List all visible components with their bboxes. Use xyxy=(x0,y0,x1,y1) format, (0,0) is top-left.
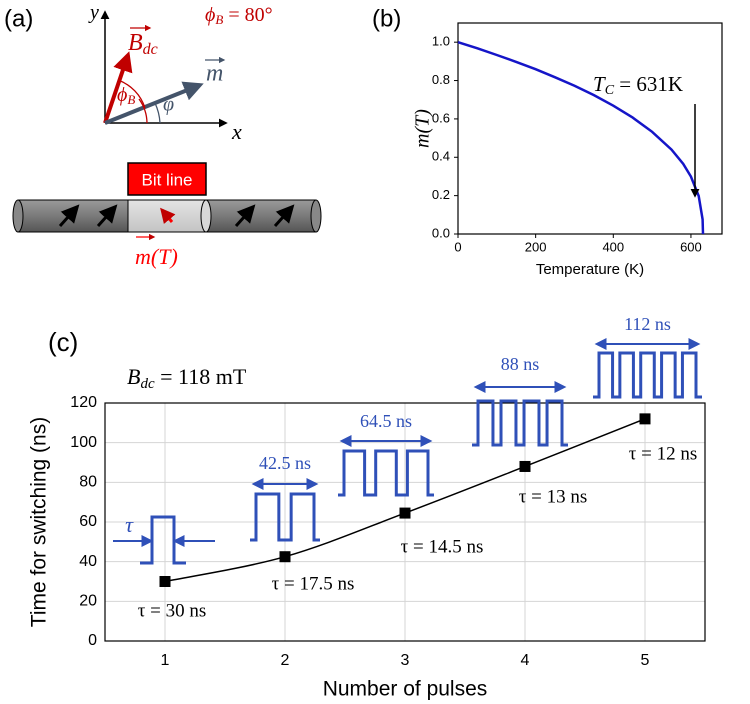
bit-line-box xyxy=(127,162,207,196)
point-label: τ = 12 ns xyxy=(629,443,698,464)
field-subscript: dc xyxy=(143,41,158,58)
temperature-argument: (T) xyxy=(151,244,178,269)
heated-arrow xyxy=(160,207,176,225)
panel-label: (b) xyxy=(372,5,401,32)
y-tick-label: 0.6 xyxy=(432,110,450,125)
marker xyxy=(519,460,531,472)
marker xyxy=(159,576,171,587)
pulse-label: τ xyxy=(125,512,134,537)
pulse-train xyxy=(593,351,702,399)
subscript: C xyxy=(605,83,615,98)
x-tick-label: 4 xyxy=(521,652,530,669)
y-axis-title: m(T) xyxy=(412,109,434,148)
data-line xyxy=(457,41,705,235)
symbol: T xyxy=(593,72,606,96)
heated-magnetization-label: m(T) xyxy=(135,244,178,269)
marker xyxy=(639,413,651,425)
magnetization-vector xyxy=(104,81,204,125)
marker xyxy=(399,507,411,519)
y-tick-label: 0.2 xyxy=(432,187,450,202)
text: = 631K xyxy=(614,72,683,96)
x-tick-label: 2 xyxy=(281,652,290,669)
field-symbol: B xyxy=(128,30,143,56)
axis-y-label: y xyxy=(88,2,99,24)
pulse-train xyxy=(338,449,434,497)
x-axis-title: Number of pulses xyxy=(323,678,488,701)
x-tick-label: 1 xyxy=(161,652,170,669)
angle-symbol: ϕ xyxy=(205,4,215,26)
text: = 118 mT xyxy=(155,364,247,389)
y-tick-label: 20 xyxy=(79,593,97,610)
angle-label: ϕB xyxy=(117,84,135,107)
angle-subscript: B xyxy=(215,12,223,27)
axis-x-label: x xyxy=(231,119,242,144)
x-tick-label: 400 xyxy=(602,239,624,254)
point-label: τ = 30 ns xyxy=(138,600,207,621)
wire-end xyxy=(310,199,322,233)
pulse-train xyxy=(140,515,186,565)
y-tick-label: 0.8 xyxy=(432,72,450,87)
point-label: τ = 14.5 ns xyxy=(401,536,484,557)
panel-b: (b) 0.0 0.2 0.4 0.6 0.8 1.0 0 200 400 600 Temperatu… xyxy=(372,5,723,278)
y-tick-label: 120 xyxy=(70,394,97,411)
magnetization-symbol: m xyxy=(135,244,151,269)
x-axis-title: Temperature (K) xyxy=(536,261,644,278)
y-tick-label: 60 xyxy=(79,513,97,530)
y-tick-label: 0 xyxy=(88,632,97,649)
y-tick-label: 40 xyxy=(79,553,97,570)
plot-frame xyxy=(457,22,723,235)
field-angle-value: ϕB = 80° xyxy=(205,4,273,27)
angle-value: = 80° xyxy=(223,4,272,26)
domain-arrows xyxy=(58,204,295,228)
phi-b-arc xyxy=(117,79,146,109)
point-label: τ = 13 ns xyxy=(519,486,588,507)
magnetization-label: m xyxy=(206,61,223,87)
field-vector xyxy=(103,51,133,124)
pulse-label: 64.5 ns xyxy=(360,411,412,431)
symbol: B xyxy=(127,364,140,389)
wire-end xyxy=(12,199,24,233)
panel-a: (a) y x Bdc ϕB m φ ϕB = 80° Bit line xyxy=(4,2,322,269)
phi-arc xyxy=(154,102,161,124)
pulse-label: 88 ns xyxy=(501,354,540,374)
plot-frame xyxy=(104,402,706,642)
pulse-label: 42.5 ns xyxy=(259,453,311,473)
pulse-label: 112 ns xyxy=(624,314,671,334)
pulse-train xyxy=(472,399,568,447)
x-tick-label: 600 xyxy=(680,239,702,254)
x-tick-label: 5 xyxy=(641,652,650,669)
wire-segment xyxy=(205,199,317,233)
angle-subscript: B xyxy=(127,92,135,107)
y-tick-label: 1.0 xyxy=(432,34,450,49)
marker xyxy=(279,551,291,563)
wire-segment xyxy=(17,199,129,233)
field-angle-arc xyxy=(138,98,148,124)
pulse-train xyxy=(250,492,320,542)
subscript: dc xyxy=(140,376,155,392)
bit-line-label: Bit line xyxy=(141,170,192,189)
y-tick-label: 100 xyxy=(70,434,97,451)
y-tick-label: 0.4 xyxy=(432,149,450,164)
y-tick-label: 80 xyxy=(79,474,97,491)
phi-label: φ xyxy=(163,94,174,116)
panel-label: (a) xyxy=(4,5,33,32)
panel-c: (c) Bdc = 118 mT 0 20 40 60 80 100 120 1 2 3 4 5 Numbe… xyxy=(28,314,706,701)
angle-symbol: ϕ xyxy=(117,84,127,106)
x-tick-label: 3 xyxy=(401,652,410,669)
segment-edge xyxy=(200,199,212,233)
math-label: Bdc = 118 mT xyxy=(127,364,247,392)
y-tick-label: 0.0 xyxy=(432,225,450,240)
x-tick-label: 0 xyxy=(454,239,461,254)
x-tick-label: 200 xyxy=(525,239,547,254)
point-label: τ = 17.5 ns xyxy=(272,573,355,594)
y-axis-title: Time for switching (ns) xyxy=(28,417,51,627)
panel-label: (c) xyxy=(48,327,78,357)
math-label: TC = 631K xyxy=(593,72,683,98)
field-label: Bdc xyxy=(128,30,158,58)
